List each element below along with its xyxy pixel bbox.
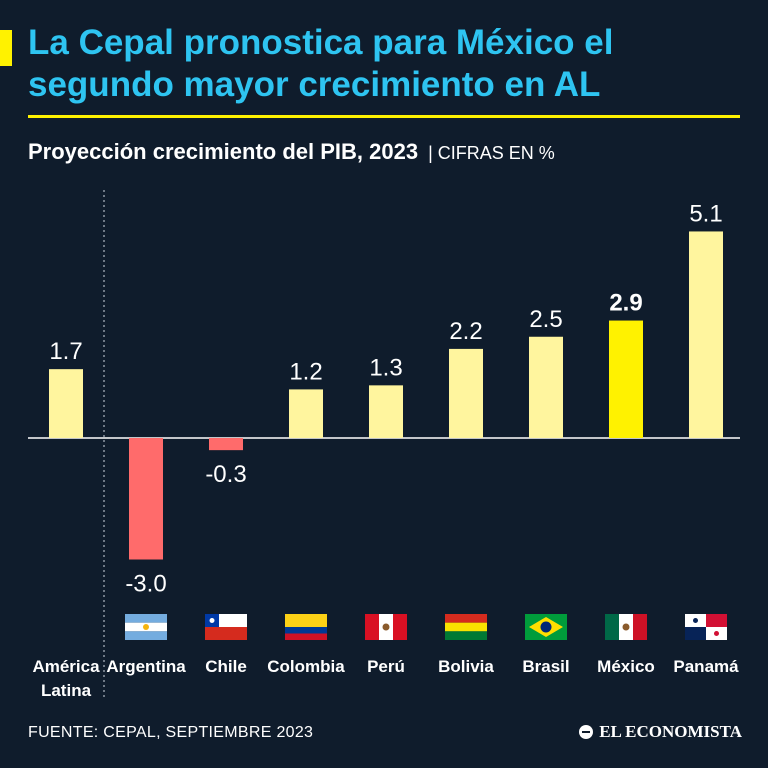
bar-brasil	[529, 336, 563, 438]
value-label-brasil: 2.5	[529, 306, 562, 333]
value-label-peru: 1.3	[369, 354, 402, 381]
subtitle-text: Proyección crecimiento del PIB, 2023	[28, 139, 419, 164]
logo-icon	[579, 725, 594, 739]
bolivia-flag	[445, 614, 487, 640]
chile-flag	[205, 614, 247, 640]
colombia-flag	[285, 614, 327, 640]
category-label-america-latina-2: Latina	[41, 681, 92, 700]
bar-colombia	[289, 389, 323, 438]
value-label-america-latina: 1.7	[49, 338, 82, 365]
title-accent-mark	[0, 30, 12, 66]
brazil-flag	[525, 614, 567, 640]
category-label-bolivia: Bolivia	[438, 657, 494, 676]
category-label-argentina: Argentina	[106, 657, 186, 676]
category-label-brasil: Brasil	[522, 657, 569, 676]
bar-argentina	[129, 438, 163, 560]
category-label-chile: Chile	[205, 657, 247, 676]
publisher-logo: EL ECONOMISTA	[579, 722, 742, 742]
mexico-flag	[605, 614, 647, 640]
value-label-panama: 5.1	[689, 200, 722, 227]
chart-title: La Cepal pronostica para México el segun…	[28, 23, 614, 104]
unit-note: | CIFRAS EN %	[428, 143, 555, 163]
category-label-peru: Perú	[367, 657, 405, 676]
category-label-mexico: México	[597, 657, 655, 676]
chart-subtitle: Proyección crecimiento del PIB, 2023 | CI…	[28, 138, 555, 167]
panama-flag	[685, 614, 727, 640]
bar-bolivia	[449, 348, 483, 438]
category-label-america-latina-1: América	[32, 657, 100, 676]
bar-america-latina	[49, 369, 83, 438]
value-label-bolivia: 2.2	[449, 318, 482, 345]
bar-panama	[689, 231, 723, 438]
title-divider	[28, 115, 740, 118]
value-label-mexico: 2.9	[609, 290, 642, 317]
value-label-colombia: 1.2	[289, 358, 322, 385]
peru-flag	[365, 614, 407, 640]
source-note: FUENTE: CEPAL, SEPTIEMBRE 2023	[28, 724, 314, 741]
category-label-panama: Panamá	[673, 657, 739, 676]
bar-chile	[209, 438, 243, 451]
value-label-chile: -0.3	[205, 461, 246, 488]
value-label-argentina: -3.0	[125, 571, 166, 598]
category-label-colombia: Colombia	[267, 657, 345, 676]
logo-text: EL ECONOMISTA	[599, 722, 742, 741]
bar-mexico	[609, 320, 643, 438]
argentina-flag	[125, 614, 167, 640]
bar-peru	[369, 385, 403, 438]
